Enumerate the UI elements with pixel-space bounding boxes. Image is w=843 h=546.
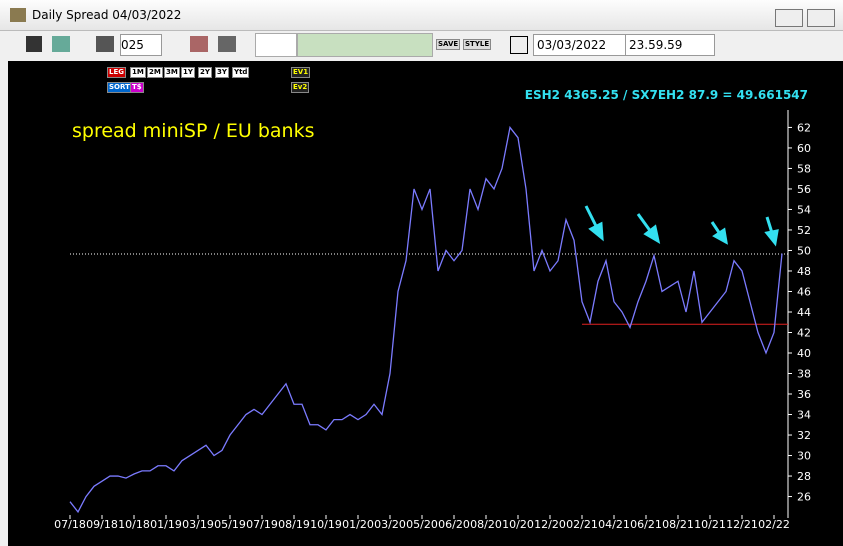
x-tick-label: 09/18: [86, 518, 118, 531]
arrow-head: [712, 227, 728, 245]
arrows: [584, 205, 779, 247]
x-tick-label: 12/20: [534, 518, 566, 531]
x-tick-label: 12/21: [726, 518, 758, 531]
title-bar: Daily Spread 04/03/2022: [0, 0, 843, 31]
x-tick-label: 04/21: [598, 518, 630, 531]
y-tick-label: 48: [797, 265, 811, 278]
chart-button[interactable]: T$: [130, 82, 144, 93]
chart-button[interactable]: LEG: [107, 67, 126, 78]
x-tick-label: 10/20: [502, 518, 534, 531]
y-tick-label: 28: [797, 470, 811, 483]
y-tick-label: 62: [797, 121, 811, 134]
chart-button[interactable]: Ytd: [232, 67, 250, 78]
save-button[interactable]: SAVE: [436, 39, 461, 50]
time-input[interactable]: 23.59.59: [625, 34, 715, 56]
arrow-head: [588, 221, 604, 242]
y-tick-label: 52: [797, 224, 811, 237]
x-tick-label: 01/20: [342, 518, 374, 531]
y-tick-label: 46: [797, 285, 811, 298]
toolbar: 025 SAVE STYLE 03/03/2022 23.59.59: [0, 31, 843, 60]
x-tick-label: 01/19: [150, 518, 182, 531]
y-tick-label: 56: [797, 183, 811, 196]
style-button[interactable]: STYLE: [463, 39, 492, 50]
chart-button[interactable]: 1Y: [181, 67, 195, 78]
date-input[interactable]: 03/03/2022: [533, 34, 626, 56]
x-tick-label: 10/18: [118, 518, 150, 531]
x-tick-label: 03/19: [182, 518, 214, 531]
x-tick-label: 07/19: [246, 518, 278, 531]
play-button[interactable]: [510, 36, 528, 54]
y-tick-label: 26: [797, 491, 811, 504]
arrow: [584, 205, 599, 229]
x-tick-label: 05/19: [214, 518, 246, 531]
chart-button[interactable]: 1M: [130, 67, 146, 78]
x-tick-label: 08/20: [470, 518, 502, 531]
y-tick-label: 32: [797, 429, 811, 442]
y-tick-label: 38: [797, 368, 811, 381]
blank-field[interactable]: [255, 33, 297, 57]
x-tick-label: 05/20: [406, 518, 438, 531]
save-icon[interactable]: [26, 36, 42, 52]
y-tick-label: 54: [797, 203, 811, 216]
period-input[interactable]: 025: [120, 34, 162, 56]
chart-background: [8, 61, 843, 546]
chart-button[interactable]: 3Y: [215, 67, 229, 78]
chart-icon[interactable]: [52, 36, 70, 52]
x-tick-label: 10/21: [694, 518, 726, 531]
maximize-button[interactable]: [807, 9, 835, 27]
x-tick-label: 02/22: [758, 518, 790, 531]
arrow: [636, 213, 653, 233]
arrow: [765, 216, 774, 234]
chart-title: spread miniSP / EU banks: [72, 120, 315, 142]
x-tick-label: 02/21: [566, 518, 598, 531]
y-tick-label: 34: [797, 409, 811, 422]
y-tick-label: 36: [797, 388, 811, 401]
x-tick-label: 06/20: [438, 518, 470, 531]
color-field[interactable]: [297, 33, 433, 57]
y-tick-label: 50: [797, 244, 811, 257]
x-tick-label: 07/18: [54, 518, 86, 531]
x-tick-label: 08/21: [662, 518, 694, 531]
chart-button[interactable]: Ev2: [291, 82, 310, 93]
window-title: Daily Spread 04/03/2022: [32, 8, 182, 22]
sound-icon[interactable]: [218, 36, 236, 52]
app-icon: [10, 8, 26, 22]
bars-icon[interactable]: [190, 36, 208, 52]
chart-button[interactable]: 2Y: [198, 67, 212, 78]
x-tick-label: 08/19: [278, 518, 310, 531]
y-tick-label: 30: [797, 450, 811, 463]
arrow-head: [764, 229, 779, 247]
chart-button[interactable]: 2M: [147, 67, 163, 78]
y-tick-label: 60: [797, 142, 811, 155]
arrow-head: [643, 224, 661, 245]
y-tick-label: 44: [797, 306, 811, 319]
chart-button[interactable]: EV1: [291, 67, 311, 78]
x-tick-label: 03/20: [374, 518, 406, 531]
chart-button[interactable]: 3M: [164, 67, 180, 78]
series-line: [69, 125, 783, 514]
x-tick-label: 06/21: [630, 518, 662, 531]
minimize-button[interactable]: [775, 9, 803, 27]
chart-button[interactable]: SORT: [107, 82, 132, 93]
quote-annotation: ESH2 4365.25 / SX7EH2 87.9 = 49.661547: [525, 88, 808, 102]
calc-icon[interactable]: [96, 36, 114, 52]
y-tick-label: 42: [797, 326, 811, 339]
chart: spread miniSP / EU banks ESH2 4365.25 / …: [8, 61, 843, 546]
x-tick-label: 10/19: [310, 518, 342, 531]
y-tick-label: 40: [797, 347, 811, 360]
y-tick-label: 58: [797, 162, 811, 175]
